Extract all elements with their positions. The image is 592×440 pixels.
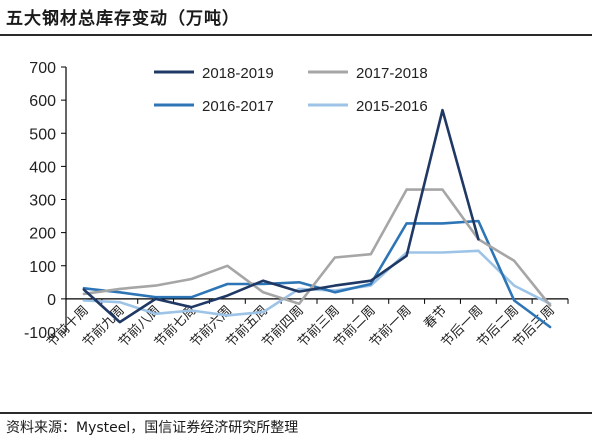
source-rule xyxy=(0,412,592,414)
y-tick-label: 700 xyxy=(29,60,56,77)
chart-axes xyxy=(65,67,568,332)
legend-label: 2015-2016 xyxy=(356,98,428,115)
y-tick-label: 300 xyxy=(29,193,56,210)
y-tick-label: 100 xyxy=(29,259,56,276)
series-line-2018-2019 xyxy=(82,108,480,324)
legend-label: 2018-2019 xyxy=(202,65,274,82)
series-line-2017-2018 xyxy=(82,188,552,307)
y-tick-label: 0 xyxy=(47,292,56,309)
y-axis-ticks: -100 0 100 200 300 400 500 600 700 xyxy=(24,60,66,342)
chart-title: 五大钢材总库存变动（万吨） xyxy=(6,9,240,29)
legend-label: 2017-2018 xyxy=(356,65,428,82)
y-tick-label: 600 xyxy=(29,93,56,110)
y-tick-label: 200 xyxy=(29,226,56,243)
y-tick-label: -100 xyxy=(24,325,56,342)
x-axis-ticks: 节前十周节前九周节前八周节前七周节前六周节前五周节前四周节前三周节前二周节前一周… xyxy=(44,298,569,350)
legend: 2018-2019 2017-2018 2016-2017 2015-2016 xyxy=(154,65,428,115)
source-note: 资料来源：Mysteel，国信证券经济研究所整理 xyxy=(6,420,299,436)
x-tick-label: 春节 xyxy=(421,303,450,332)
title-rule xyxy=(0,34,592,36)
legend-label: 2016-2017 xyxy=(202,98,274,115)
y-tick-label: 400 xyxy=(29,159,56,176)
y-tick-label: 500 xyxy=(29,126,56,143)
series-group xyxy=(82,108,552,329)
